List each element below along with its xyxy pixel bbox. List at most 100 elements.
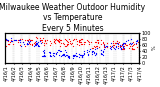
Point [94, 48, 97, 49]
Point [39, 39, 41, 41]
Point [42, 51, 45, 52]
Point [100, 54, 103, 55]
Point [131, 45, 133, 46]
Point [42, 37, 44, 39]
Point [79, 39, 82, 40]
Point [110, 47, 112, 48]
Point [65, 55, 67, 56]
Point [119, 45, 121, 46]
Point [137, 39, 140, 40]
Point [56, 50, 59, 51]
Point [135, 40, 138, 41]
Point [97, 39, 100, 40]
Point [91, 54, 93, 55]
Point [35, 40, 37, 41]
Point [37, 45, 40, 46]
Point [128, 48, 130, 49]
Point [87, 50, 90, 52]
Point [27, 43, 30, 45]
Point [119, 47, 122, 48]
Point [122, 48, 125, 49]
Point [103, 46, 106, 48]
Point [49, 55, 51, 56]
Point [59, 45, 62, 46]
Point [41, 41, 43, 43]
Point [124, 43, 126, 44]
Point [66, 40, 68, 41]
Point [72, 40, 74, 41]
Point [121, 43, 124, 45]
Point [10, 40, 13, 41]
Point [24, 39, 27, 40]
Point [78, 40, 81, 42]
Point [53, 39, 56, 40]
Point [137, 41, 139, 42]
Point [55, 53, 57, 55]
Point [60, 55, 63, 56]
Point [43, 43, 46, 44]
Point [68, 55, 70, 56]
Point [21, 39, 24, 40]
Point [87, 40, 89, 42]
Point [13, 39, 16, 40]
Point [102, 45, 105, 46]
Point [122, 47, 125, 49]
Point [35, 44, 38, 46]
Point [100, 39, 102, 40]
Point [95, 45, 98, 46]
Point [29, 44, 32, 45]
Point [105, 45, 108, 46]
Point [80, 39, 82, 40]
Point [27, 42, 30, 43]
Point [131, 42, 134, 43]
Point [77, 56, 80, 57]
Point [81, 39, 84, 40]
Point [58, 49, 61, 51]
Point [8, 43, 10, 44]
Point [40, 55, 43, 56]
Point [72, 55, 74, 56]
Y-axis label: %: % [152, 46, 157, 50]
Point [35, 43, 37, 44]
Point [100, 49, 102, 51]
Point [122, 48, 125, 50]
Point [102, 42, 104, 43]
Point [34, 43, 36, 44]
Point [53, 52, 56, 54]
Point [80, 54, 82, 56]
Point [42, 50, 45, 51]
Point [67, 56, 70, 57]
Point [43, 55, 45, 57]
Point [80, 55, 83, 57]
Point [105, 42, 108, 44]
Point [65, 51, 67, 53]
Point [12, 43, 14, 44]
Point [18, 39, 21, 40]
Point [60, 50, 62, 52]
Point [94, 41, 96, 42]
Point [125, 44, 128, 45]
Title: Milwaukee Weather Outdoor Humidity
vs Temperature
Every 5 Minutes: Milwaukee Weather Outdoor Humidity vs Te… [0, 3, 145, 33]
Point [64, 38, 67, 40]
Point [58, 41, 60, 43]
Point [28, 41, 31, 42]
Point [73, 39, 76, 40]
Point [39, 40, 41, 41]
Point [121, 48, 124, 50]
Point [56, 40, 59, 42]
Point [58, 40, 60, 42]
Point [135, 44, 137, 45]
Point [90, 42, 92, 43]
Point [119, 48, 122, 50]
Point [132, 45, 134, 46]
Point [96, 47, 98, 49]
Point [125, 40, 127, 41]
Point [5, 38, 8, 39]
Point [54, 42, 56, 44]
Point [114, 42, 117, 43]
Point [16, 39, 19, 40]
Point [93, 54, 96, 56]
Point [92, 45, 95, 47]
Point [138, 41, 141, 42]
Point [130, 44, 132, 45]
